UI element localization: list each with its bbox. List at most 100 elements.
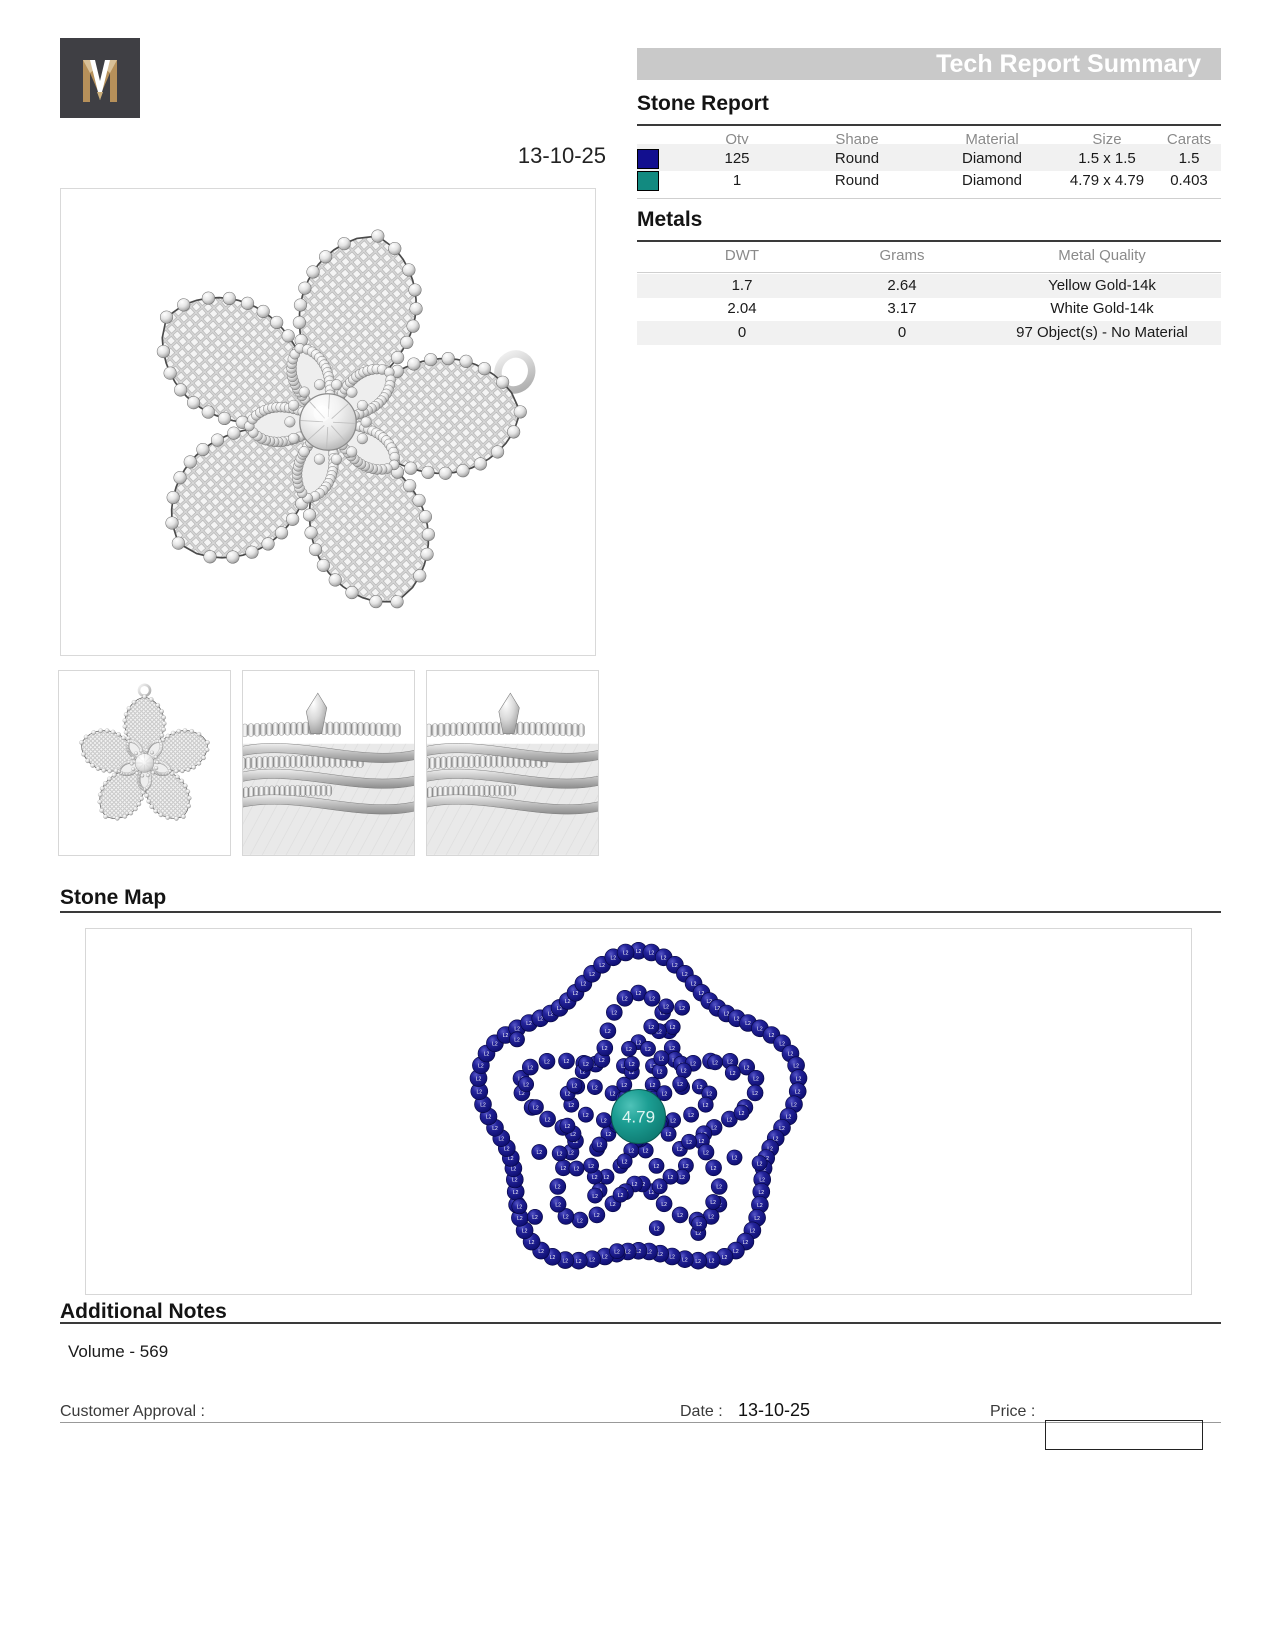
svg-text:L2: L2 [569, 1103, 575, 1109]
svg-text:L2: L2 [594, 1213, 600, 1219]
svg-text:L2: L2 [716, 1185, 722, 1191]
svg-text:L2: L2 [577, 1218, 583, 1224]
svg-text:L2: L2 [583, 1113, 589, 1119]
svg-text:L2: L2 [588, 1164, 594, 1170]
svg-text:L2: L2 [722, 1255, 728, 1261]
svg-text:L2: L2 [739, 1111, 745, 1117]
svg-text:L2: L2 [688, 1113, 694, 1119]
svg-text:L2: L2 [690, 1062, 696, 1068]
svg-text:L2: L2 [563, 1258, 569, 1264]
svg-text:L2: L2 [709, 1258, 715, 1264]
svg-text:L2: L2 [712, 1061, 718, 1067]
svg-text:L2: L2 [669, 1255, 675, 1261]
svg-text:L2: L2 [529, 1240, 535, 1246]
svg-text:L2: L2 [677, 1082, 683, 1088]
svg-text:L2: L2 [612, 1011, 618, 1017]
svg-text:L2: L2 [606, 1132, 612, 1138]
svg-text:L2: L2 [686, 1140, 692, 1146]
svg-text:L2: L2 [597, 1143, 603, 1149]
svg-text:L2: L2 [565, 1124, 571, 1130]
svg-text:L2: L2 [568, 1150, 574, 1156]
svg-text:L2: L2 [623, 951, 629, 957]
svg-text:L2: L2 [602, 1046, 608, 1052]
svg-text:L2: L2 [614, 1249, 620, 1255]
svg-text:L2: L2 [707, 1092, 713, 1098]
svg-text:L2: L2 [632, 1182, 638, 1188]
svg-text:L2: L2 [670, 1118, 676, 1124]
svg-text:L2: L2 [555, 1185, 561, 1191]
svg-text:L2: L2 [703, 1150, 709, 1156]
svg-text:L2: L2 [649, 951, 655, 957]
svg-text:L2: L2 [677, 1213, 683, 1219]
svg-text:L2: L2 [657, 1252, 663, 1258]
svg-text:L2: L2 [657, 1070, 663, 1076]
svg-text:L2: L2 [649, 997, 655, 1003]
svg-text:L2: L2 [697, 1085, 703, 1091]
svg-text:L2: L2 [599, 1058, 605, 1064]
svg-text:L2: L2 [757, 1203, 763, 1209]
svg-text:L2: L2 [757, 1027, 763, 1033]
svg-text:L2: L2 [625, 1250, 631, 1256]
svg-text:L2: L2 [581, 982, 587, 988]
svg-text:L2: L2 [679, 1006, 685, 1012]
svg-text:L2: L2 [492, 1126, 498, 1132]
svg-text:L2: L2 [661, 1202, 667, 1208]
svg-text:L2: L2 [622, 1160, 628, 1166]
svg-text:L2: L2 [629, 1149, 635, 1155]
svg-text:L2: L2 [538, 1017, 544, 1023]
svg-text:L2: L2 [528, 1065, 534, 1071]
svg-text:L2: L2 [533, 1105, 539, 1111]
svg-text:L2: L2 [618, 1193, 624, 1199]
svg-text:L2: L2 [711, 1126, 717, 1132]
svg-text:L2: L2 [517, 1216, 523, 1222]
svg-text:L2: L2 [503, 1033, 509, 1039]
svg-text:L2: L2 [557, 1152, 563, 1158]
svg-text:L2: L2 [753, 1077, 759, 1083]
svg-text:L2: L2 [662, 1091, 668, 1097]
svg-text:L2: L2 [727, 1117, 733, 1123]
svg-text:L2: L2 [601, 1118, 607, 1124]
svg-text:L2: L2 [504, 1146, 510, 1152]
svg-text:L2: L2 [602, 1255, 608, 1261]
svg-text:L2: L2 [734, 1017, 740, 1023]
svg-text:L2: L2 [484, 1052, 490, 1058]
svg-text:L2: L2 [573, 991, 579, 997]
svg-text:L2: L2 [668, 1175, 674, 1181]
svg-text:L2: L2 [645, 1047, 651, 1053]
svg-text:L2: L2 [663, 1005, 669, 1011]
svg-text:L2: L2 [696, 1231, 702, 1237]
svg-text:L2: L2 [537, 1150, 543, 1156]
svg-text:L2: L2 [788, 1052, 794, 1058]
svg-text:L2: L2 [754, 1216, 760, 1222]
svg-text:L2: L2 [592, 1194, 598, 1200]
svg-text:L2: L2 [659, 1056, 665, 1062]
svg-text:L2: L2 [576, 1259, 582, 1265]
svg-text:L2: L2 [626, 1047, 632, 1053]
svg-text:L2: L2 [522, 1229, 528, 1235]
svg-text:L2: L2 [636, 949, 642, 955]
svg-text:L2: L2 [480, 1103, 486, 1109]
svg-text:L2: L2 [791, 1103, 797, 1109]
svg-text:L2: L2 [745, 1021, 751, 1027]
svg-text:L2: L2 [592, 1175, 598, 1181]
svg-text:L2: L2 [477, 1090, 483, 1096]
svg-text:L2: L2 [769, 1033, 775, 1039]
svg-text:L2: L2 [514, 1038, 520, 1044]
svg-text:L2: L2 [563, 1215, 569, 1221]
svg-text:L2: L2 [629, 1062, 635, 1068]
svg-text:L2: L2 [605, 1029, 611, 1035]
svg-text:L2: L2 [654, 1164, 660, 1170]
svg-text:L2: L2 [681, 1069, 687, 1075]
svg-text:L2: L2 [599, 963, 605, 969]
svg-text:L2: L2 [695, 1259, 701, 1265]
svg-text:L2: L2 [555, 1202, 561, 1208]
svg-text:L2: L2 [636, 1040, 642, 1046]
svg-text:L2: L2 [730, 1071, 736, 1077]
svg-text:L2: L2 [759, 1178, 765, 1184]
svg-text:L2: L2 [610, 1091, 616, 1097]
svg-text:L2: L2 [544, 1060, 550, 1066]
svg-text:L2: L2 [672, 963, 678, 969]
svg-text:L2: L2 [669, 1046, 675, 1052]
svg-text:L2: L2 [545, 1117, 551, 1123]
svg-text:L2: L2 [661, 956, 667, 962]
